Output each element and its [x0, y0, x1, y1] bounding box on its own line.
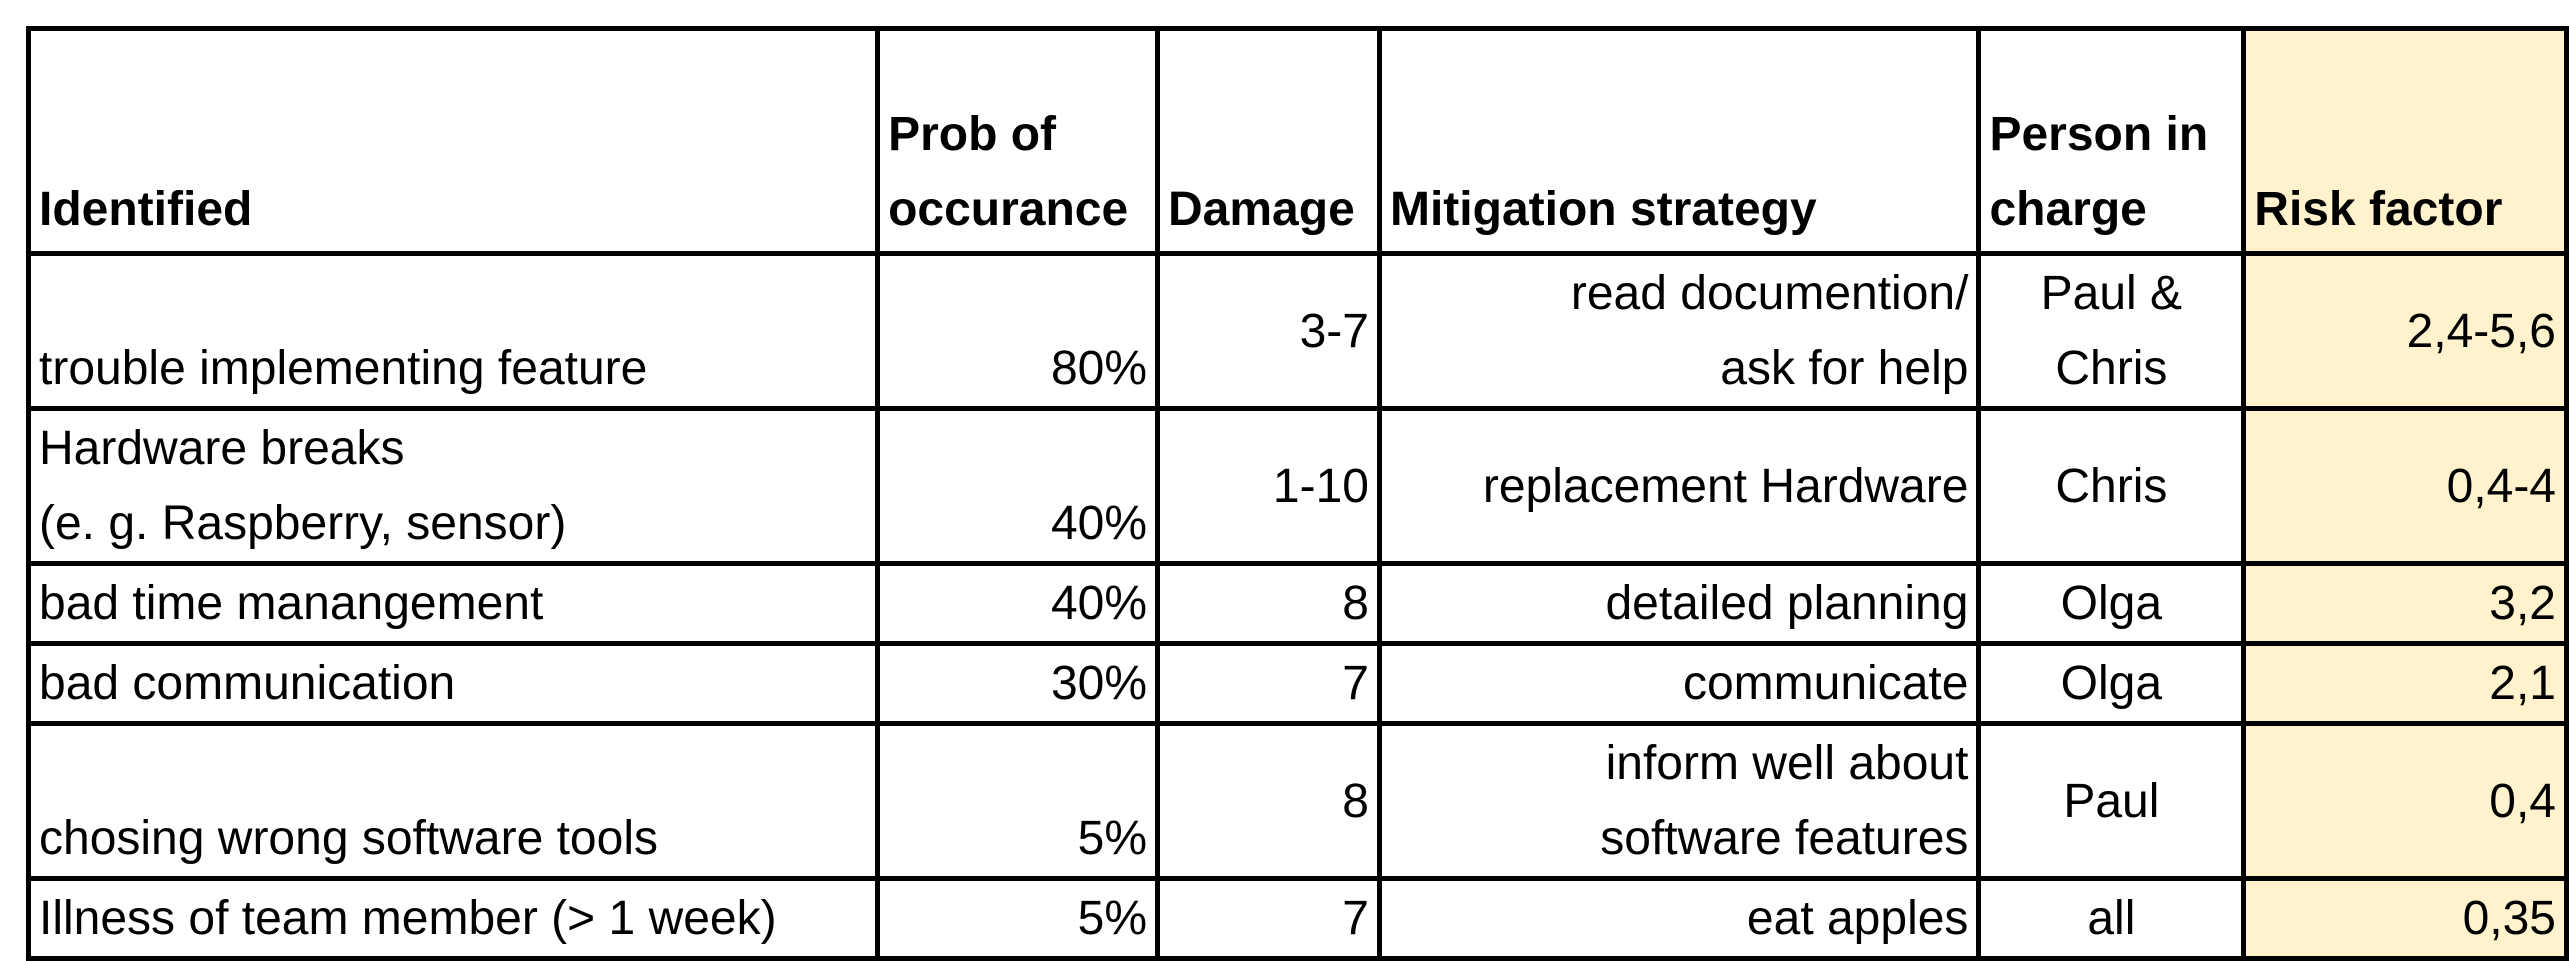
cell-identified: trouble implementing feature: [25, 251, 881, 411]
cell-person: Paul & Chris: [1976, 251, 2247, 411]
cell-prob: 5%: [875, 876, 1161, 961]
cell-mitigation: inform well about software features: [1376, 721, 1982, 881]
cell-prob: 5%: [875, 721, 1161, 881]
header-person: Person in charge: [1976, 26, 2247, 256]
cell-identified-line: chosing wrong software tools: [39, 812, 658, 865]
cell-mitigation: eat apples: [1376, 876, 1982, 961]
cell-risk: 3,2: [2241, 561, 2569, 646]
cell-person-line2: Chris: [2055, 342, 2168, 395]
cell-identified: bad communication: [25, 641, 881, 726]
cell-prob: 40%: [875, 406, 1161, 566]
cell-identified: chosing wrong software tools: [25, 721, 881, 881]
header-mitigation: Mitigation strategy: [1376, 26, 1982, 256]
cell-risk: 2,1: [2241, 641, 2569, 726]
cell-damage: 7: [1155, 641, 1382, 726]
cell-identified-line1: Hardware breaks: [39, 422, 405, 475]
cell-mitigation: read documention/ ask for help: [1376, 251, 1982, 411]
cell-person: Olga: [1976, 641, 2247, 726]
cell-identified: Illness of team member (> 1 week): [25, 876, 881, 961]
header-prob: Prob of occurance: [875, 26, 1161, 256]
cell-risk: 0,4-4: [2241, 406, 2569, 566]
cell-identified-line: trouble implementing feature: [39, 342, 648, 395]
cell-identified: bad time manangement: [25, 561, 881, 646]
table-row: Hardware breaks (e. g. Raspberry, sensor…: [25, 406, 2569, 566]
cell-person: Olga: [1976, 561, 2247, 646]
cell-mitigation: detailed planning: [1376, 561, 1982, 646]
cell-damage: 8: [1155, 561, 1382, 646]
header-person-line2: charge: [1989, 183, 2147, 236]
cell-person-line1: Paul &: [2040, 267, 2183, 320]
cell-risk: 2,4-5,6: [2241, 251, 2569, 411]
cell-identified-line2: (e. g. Raspberry, sensor): [39, 497, 567, 550]
header-identified: Identified: [25, 26, 881, 256]
cell-prob: 80%: [875, 251, 1161, 411]
spreadsheet-page: Identified Prob of occurance Damage Miti…: [25, 26, 2569, 961]
cell-prob: 40%: [875, 561, 1161, 646]
cell-damage: 8: [1155, 721, 1382, 881]
cell-damage: 1-10: [1155, 406, 1382, 566]
cell-person: Chris: [1976, 406, 2247, 566]
header-prob-line1: Prob of: [888, 108, 1057, 161]
cell-mitigation: replacement Hardware: [1376, 406, 1982, 566]
cell-damage: 7: [1155, 876, 1382, 961]
cell-identified: Hardware breaks (e. g. Raspberry, sensor…: [25, 406, 881, 566]
cell-mitigation-line2: ask for help: [1720, 342, 1969, 395]
table-row: Illness of team member (> 1 week) 5% 7 e…: [25, 876, 2569, 961]
cell-person: Paul: [1976, 721, 2247, 881]
cell-mitigation-line2: software features: [1600, 812, 1969, 865]
cell-mitigation: communicate: [1376, 641, 1982, 726]
cell-mitigation-line1: read documention/: [1570, 267, 1969, 320]
cell-person: all: [1976, 876, 2247, 961]
table-row: trouble implementing feature 80% 3-7 rea…: [25, 251, 2569, 411]
cell-prob: 30%: [875, 641, 1161, 726]
cell-risk: 0,4: [2241, 721, 2569, 881]
header-risk: Risk factor: [2241, 26, 2569, 256]
header-row: Identified Prob of occurance Damage Miti…: [25, 26, 2569, 256]
table-row: bad time manangement 40% 8 detailed plan…: [25, 561, 2569, 646]
header-prob-line2: occurance: [888, 183, 1129, 236]
table-row: chosing wrong software tools 5% 8 inform…: [25, 721, 2569, 881]
header-damage: Damage: [1155, 26, 1382, 256]
risk-table: Identified Prob of occurance Damage Miti…: [25, 26, 2569, 961]
cell-damage: 3-7: [1155, 251, 1382, 411]
cell-mitigation-line1: inform well about: [1605, 737, 1969, 790]
header-person-line1: Person in: [1989, 108, 2209, 161]
table-row: bad communication 30% 7 communicate Olga…: [25, 641, 2569, 726]
cell-risk: 0,35: [2241, 876, 2569, 961]
